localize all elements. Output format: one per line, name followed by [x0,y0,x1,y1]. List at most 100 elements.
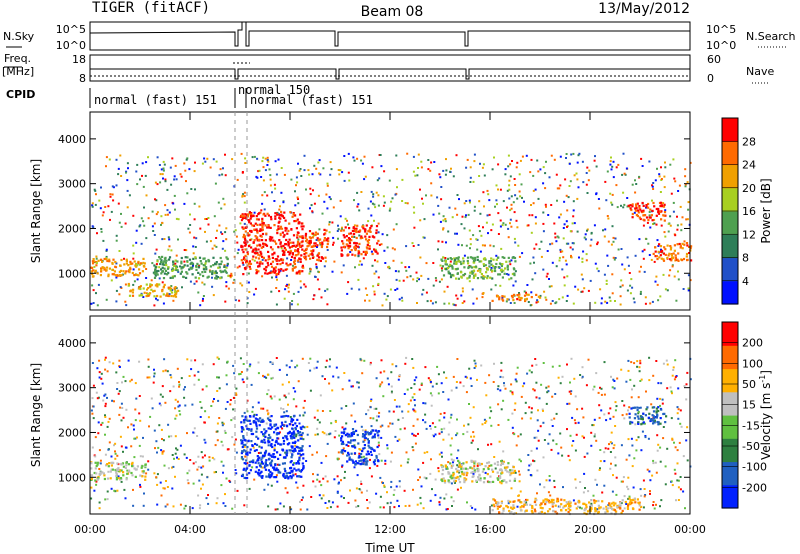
power-noise-cell [256,176,259,179]
power-echo-cell [507,256,510,259]
power-noise-cell [360,263,363,266]
power-echo-cell [156,273,159,276]
velocity-noise-cell [192,431,195,434]
velocity-echo-cell [362,447,365,450]
power-echo-cell [172,263,175,266]
power-echo-cell [441,259,444,262]
velocity-noise-cell [379,495,382,498]
velocity-echo-cell [631,501,634,504]
velocity-echo-cell [243,449,246,452]
velocity-noise-cell [596,483,598,486]
power-noise-cell [162,160,165,163]
power-echo-cell [219,269,222,272]
power-echo-cell [258,243,261,246]
nave-trace [90,62,690,77]
power-noise-cell [531,214,534,217]
power-echo-cell [223,269,227,272]
velocity-noise-cell [450,437,453,440]
power-echo-cell [360,253,363,256]
velocity-noise-cell [615,493,618,496]
power-noise-cell [558,216,561,219]
power-echo-cell [284,248,287,251]
power-echo-cell [670,246,673,249]
power-noise-cell [620,279,623,282]
power-noise-cell [616,206,619,209]
power-echo-cell [459,260,462,263]
velocity-echo-cell [366,460,369,463]
power-echo-cell [354,229,357,232]
velocity-echo-cell [370,446,373,450]
power-echo-cell [302,266,305,269]
velocity-noise-cell [159,404,162,407]
velocity-echo-cell [545,500,548,504]
power-echo-cell [108,267,111,270]
power-noise-cell [291,300,294,302]
power-noise-cell [280,167,283,169]
power-noise-cell [216,229,218,232]
velocity-noise-cell [530,407,533,410]
velocity-noise-cell [133,428,135,431]
power-noise-cell [185,158,188,161]
velocity-noise-cell [316,451,318,454]
power-noise-cell [444,218,447,220]
power-noise-cell [475,297,478,300]
power-noise-cell [653,218,656,221]
velocity-echo-cell [296,418,299,421]
velocity-echo-cell [458,465,461,468]
power-noise-cell [631,183,634,186]
power-echo-cell [170,294,173,298]
power-echo-cell [293,244,296,247]
velocity-noise-cell [649,490,651,493]
power-noise-cell [565,194,568,197]
velocity-noise-cell [138,412,141,415]
power-noise-cell [444,173,447,176]
power-echo-cell [654,250,657,253]
power-noise-cell [436,196,439,199]
velocity-noise-cell [558,364,561,367]
power-noise-cell [630,278,633,281]
power-noise-cell [509,218,512,221]
power-noise-cell [209,166,212,169]
velocity-echo-cell [95,472,98,475]
power-noise-cell [120,225,123,228]
velocity-noise-cell [118,413,121,416]
velocity-noise-cell [577,421,580,424]
power-echo-cell [296,233,299,237]
power-echo-cell [662,258,665,261]
power-noise-cell [566,225,568,228]
power-noise-cell [296,196,299,199]
velocity-noise-cell [377,415,380,418]
velocity-noise-cell [375,407,378,410]
power-echo-cell [174,267,178,270]
power-echo-cell [241,248,244,251]
power-noise-cell [610,201,613,204]
power-echo-cell [492,264,495,268]
power-noise-cell [193,236,196,239]
velocity-noise-cell [472,431,475,434]
velocity-noise-cell [429,499,432,502]
power-noise-cell [646,221,649,224]
velocity-echo-cell [365,457,368,460]
power-echo-cell [343,236,346,239]
velocity-echo-cell [280,415,283,418]
power-noise-cell [677,190,680,192]
velocity-noise-cell [104,433,106,436]
power-echo-cell [114,274,117,277]
power-noise-cell [205,218,208,220]
velocity-noise-cell [671,392,673,395]
power-noise-cell [501,224,504,227]
velocity-noise-cell [424,402,427,405]
velocity-echo-cell [453,480,456,483]
power-echo-cell [354,248,357,252]
velocity-echo-cell [345,443,348,447]
power-noise-cell [215,245,218,248]
power-noise-cell [508,188,511,191]
power-noise-cell [260,209,263,212]
velocity-noise-cell [260,462,263,465]
power-noise-cell [290,178,293,181]
velocity-noise-cell [568,390,571,393]
power-noise-cell [373,290,376,293]
power-echo-cell [285,238,288,242]
velocity-noise-cell [316,473,319,476]
power-echo-cell [254,247,257,250]
